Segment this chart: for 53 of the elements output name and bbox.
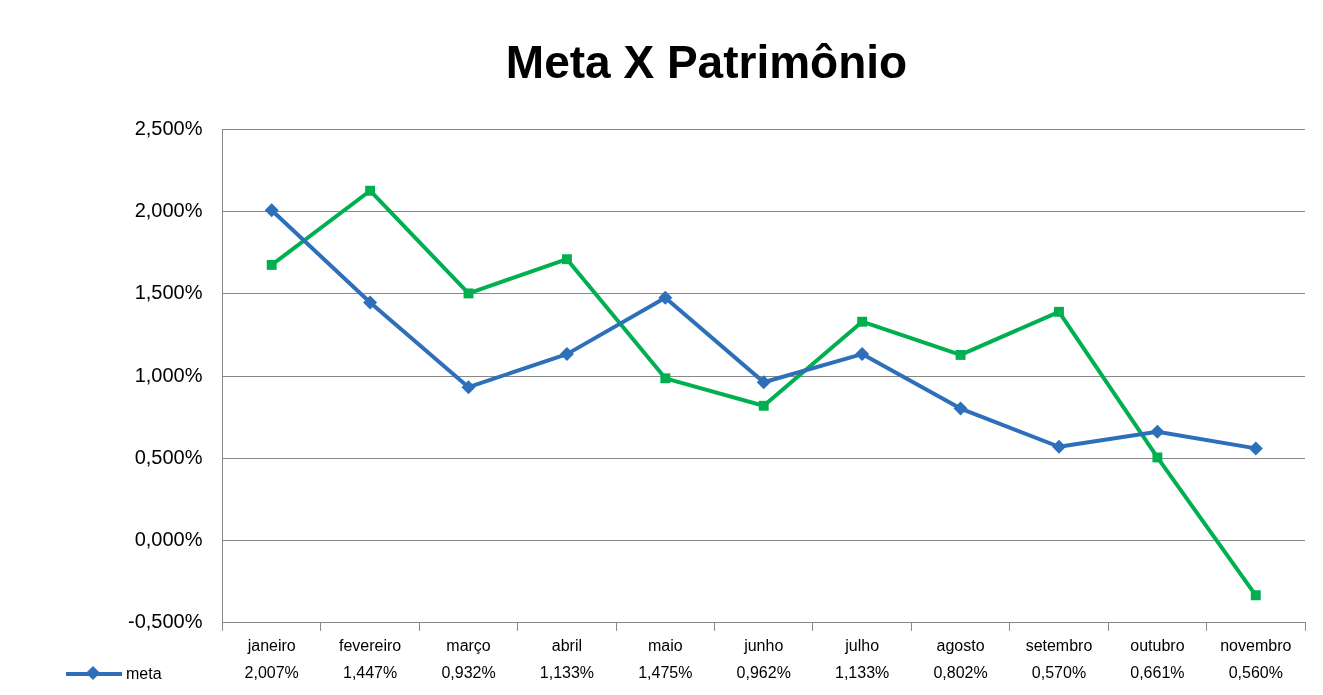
point <box>857 316 868 327</box>
point <box>756 375 771 390</box>
x-tick-label: setembro <box>1025 636 1093 654</box>
point <box>855 347 870 362</box>
point <box>363 295 378 310</box>
point <box>266 259 277 270</box>
point <box>1150 424 1165 439</box>
legend-label: meta <box>126 665 162 683</box>
data-label: 0,570% <box>1031 664 1087 682</box>
x-tick-label: agosto <box>936 636 985 654</box>
y-tick-label: 0,500% <box>134 445 203 468</box>
x-tick-label: novembro <box>1220 636 1292 654</box>
y-tick-label: 1,500% <box>134 281 203 304</box>
x-tick-label: maio <box>647 636 683 654</box>
x-tick-label: março <box>446 636 491 654</box>
data-label: 1,133% <box>539 664 595 682</box>
point <box>1152 452 1163 463</box>
point <box>365 185 376 196</box>
point <box>461 380 476 395</box>
y-tick-label: 2,500% <box>134 116 203 139</box>
point <box>1250 590 1261 601</box>
data-label: 0,962% <box>736 664 791 682</box>
point <box>955 349 966 360</box>
x-tick-label: abril <box>551 636 583 654</box>
point <box>660 373 671 384</box>
data-label: 0,932% <box>441 664 496 682</box>
data-label: 1,475% <box>638 664 693 682</box>
point <box>463 288 474 299</box>
point <box>1248 441 1263 456</box>
y-tick-label: 1,000% <box>134 363 203 386</box>
x-tick-label: outubro <box>1130 636 1185 654</box>
y-tick-label: 0,000% <box>134 528 203 551</box>
point <box>1051 439 1066 454</box>
point <box>561 254 572 265</box>
point <box>559 347 574 362</box>
data-label: 0,802% <box>933 664 988 682</box>
data-label: 1,133% <box>835 664 890 682</box>
data-label: 0,661% <box>1130 664 1185 682</box>
point <box>264 203 279 218</box>
x-tick-label: junho <box>743 636 784 654</box>
point <box>758 400 769 411</box>
point <box>1054 306 1064 317</box>
chart-title: Meta X Patrimônio <box>505 36 908 89</box>
data-label: 0,560% <box>1228 664 1283 682</box>
point <box>953 401 968 416</box>
x-tick-label: fevereiro <box>338 636 402 654</box>
x-tick-label: julho <box>844 636 880 654</box>
y-tick-label: 2,000% <box>134 198 203 221</box>
y-tick-label: -0,500% <box>127 610 203 633</box>
x-tick-label: janeiro <box>246 636 296 654</box>
data-label: 1,447% <box>342 664 398 682</box>
data-label: 2,007% <box>244 664 299 682</box>
point <box>658 290 673 305</box>
